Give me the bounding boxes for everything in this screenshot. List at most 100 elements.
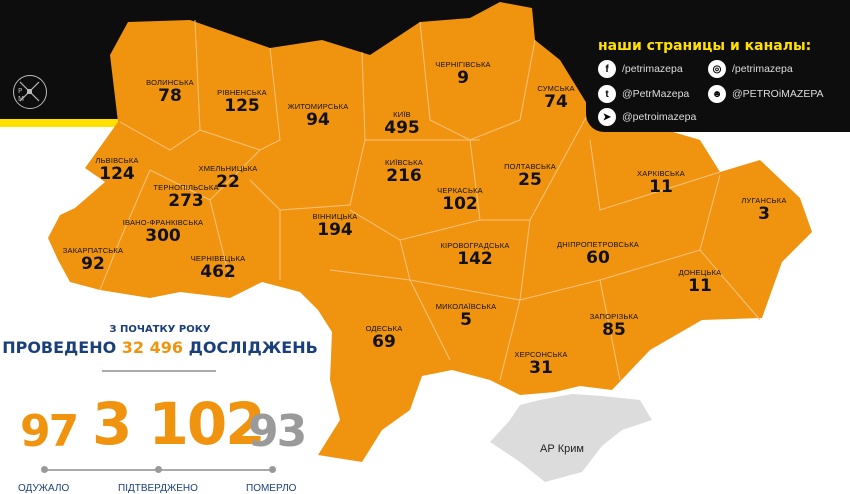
region-name: СУМСЬКА: [537, 84, 575, 93]
region-borders: [99, 19, 761, 381]
region-name: ТЕРНОПІЛЬСЬКА: [153, 183, 219, 192]
social-handle: @PETROiMAZEPA: [732, 88, 824, 100]
region-value: 78: [158, 86, 182, 106]
region-label: ОДЕСЬКА 69: [366, 324, 403, 352]
reddit-icon: ☻: [708, 85, 726, 103]
region-value: 9: [457, 68, 469, 88]
timeline-dot: [155, 466, 162, 473]
region-value: 3: [758, 204, 770, 224]
deaths-value: 93: [248, 406, 307, 457]
crimea-label: АР Крим: [540, 443, 584, 455]
region-value: 92: [81, 254, 105, 274]
confirmed-value: 3 102: [92, 390, 266, 458]
region-label: ЗАКАРПАТСЬКА 92: [63, 246, 123, 274]
region-value: 22: [216, 172, 240, 192]
region-label: КІРОВОГРАДСЬКА 142: [440, 241, 509, 269]
region-name: РІВНЕНСЬКА: [217, 88, 267, 97]
region-name: ЧЕРНІГІВСЬКА: [435, 60, 491, 69]
since-label: З ПОЧАТКУ РОКУ: [109, 324, 211, 335]
region-name: ЗАКАРПАТСЬКА: [62, 246, 124, 255]
region-value: 495: [384, 118, 420, 138]
tests-suffix: ДОСЛІДЖЕНЬ: [188, 338, 318, 357]
region-name: КИЇВСЬКА: [385, 158, 423, 167]
region-value: 124: [99, 164, 135, 184]
region-label: ТЕРНОПІЛЬСЬКА 273: [153, 183, 218, 211]
region-label: ВІННИЦЬКА 194: [313, 212, 358, 240]
social-link[interactable]: ➤ @petroimazepa: [598, 108, 696, 126]
region-name: ХЕРСОНСЬКА: [514, 350, 568, 359]
region-name: ХАРКІВСЬКА: [637, 169, 685, 178]
recovered-label: ОДУЖАЛО: [18, 483, 70, 494]
tests-line: ПРОВЕДЕНО 32 496 ДОСЛІДЖЕНЬ: [0, 338, 320, 357]
crimea: [490, 394, 652, 482]
region-name: ЧЕРКАСЬКА: [437, 186, 483, 195]
region-value: 300: [145, 226, 181, 246]
region-name: КІРОВОГРАДСЬКА: [440, 241, 510, 250]
region-label: МИКОЛАЇВСЬКА 5: [436, 302, 497, 330]
tests-prefix: ПРОВЕДЕНО: [2, 338, 117, 357]
social-link[interactable]: f/petrimazepa: [598, 60, 683, 78]
region-label: РІВНЕНСЬКА 125: [217, 88, 267, 116]
region-value: 5: [460, 310, 472, 330]
logo-letters: P M: [18, 87, 34, 103]
region-value: 102: [442, 194, 478, 214]
recovered-value: 97: [20, 406, 79, 457]
region-value: 25: [518, 170, 542, 190]
region-name: ЗАПОРІЗЬКА: [589, 312, 639, 321]
confirmed-label: ПІДТВЕРДЖЕНО: [118, 483, 198, 494]
region-label: ПОЛТАВСЬКА 25: [504, 162, 556, 190]
region-value: 31: [529, 358, 553, 378]
region-label: ХМЕЛЬНИЦЬКА 22: [199, 164, 258, 192]
region-label: ЛУГАНСЬКА 3: [741, 196, 786, 224]
region-name: МИКОЛАЇВСЬКА: [435, 302, 497, 311]
region-label: ХАРКІВСЬКА 11: [637, 169, 685, 197]
social-link[interactable]: ☻ @PETROiMAZEPA: [708, 85, 824, 103]
social-link[interactable]: t @PetrMazepa: [598, 85, 689, 103]
region-label: ЧЕРНІВЕЦЬКА 462: [191, 254, 246, 282]
region-label: СУМСЬКА 74: [537, 84, 574, 112]
region-value: 69: [372, 332, 396, 352]
region-value: 11: [688, 276, 712, 296]
region-value: 273: [168, 191, 204, 211]
region-name: ВОЛИНСЬКА: [146, 78, 194, 87]
region-value: 125: [224, 96, 260, 116]
facebook-icon: f: [598, 60, 616, 78]
telegram-icon: ➤: [598, 108, 616, 126]
region-name: ДОНЕЦЬКА: [678, 268, 722, 277]
region-value: 60: [586, 248, 610, 268]
region-label: ВОЛИНСЬКА 78: [146, 78, 194, 106]
social-panel: наши страницы и каналы: f/petrimazepa ◎ /p…: [586, 0, 850, 132]
region-value: 94: [306, 110, 330, 130]
region-name: ДНІПРОПЕТРОВСЬКА: [557, 240, 639, 249]
social-handle: @petroimazepa: [622, 111, 697, 123]
region-value: 216: [386, 166, 422, 186]
instagram-icon: ◎: [708, 60, 726, 78]
region-label: ЧЕРКАСЬКА 102: [437, 186, 483, 214]
region-name: ОДЕСЬКА: [365, 324, 403, 333]
region-name: ХМЕЛЬНИЦЬКА: [198, 164, 258, 173]
region-name: ЛУГАНСЬКА: [741, 196, 787, 205]
deaths-label: ПОМЕРЛО: [246, 483, 297, 494]
timeline-dot: [41, 466, 48, 473]
region-label: ДНІПРОПЕТРОВСЬКА 60: [557, 240, 639, 268]
region-value: 194: [317, 220, 353, 240]
region-label: ХЕРСОНСЬКА 31: [514, 350, 567, 378]
region-name: ПОЛТАВСЬКА: [504, 162, 556, 171]
region-label: ДОНЕЦЬКА 11: [679, 268, 722, 296]
region-label: КИЇВ 495: [384, 110, 420, 138]
logo: P M: [13, 75, 47, 109]
region-name: ЧЕРНІВЕЦЬКА: [190, 254, 246, 263]
region-name: ІВАНО-ФРАНКІВСЬКА: [122, 218, 204, 227]
social-handle: /petrimazepa: [622, 63, 683, 75]
timeline-dot: [269, 466, 276, 473]
social-handle: /petrimazepa: [732, 63, 793, 75]
social-link[interactable]: ◎ /petrimazepa: [708, 60, 793, 78]
region-name: ЖИТОМИРСЬКА: [287, 102, 349, 111]
region-value: 462: [200, 262, 236, 282]
social-handle: @PetrMazepa: [622, 88, 690, 100]
region-label: ЗАПОРІЗЬКА 85: [590, 312, 639, 340]
region-label: ЛЬВІВСЬКА 124: [95, 156, 138, 184]
region-label: ІВАНО-ФРАНКІВСЬКА 300: [123, 218, 204, 246]
region-value: 74: [544, 92, 568, 112]
